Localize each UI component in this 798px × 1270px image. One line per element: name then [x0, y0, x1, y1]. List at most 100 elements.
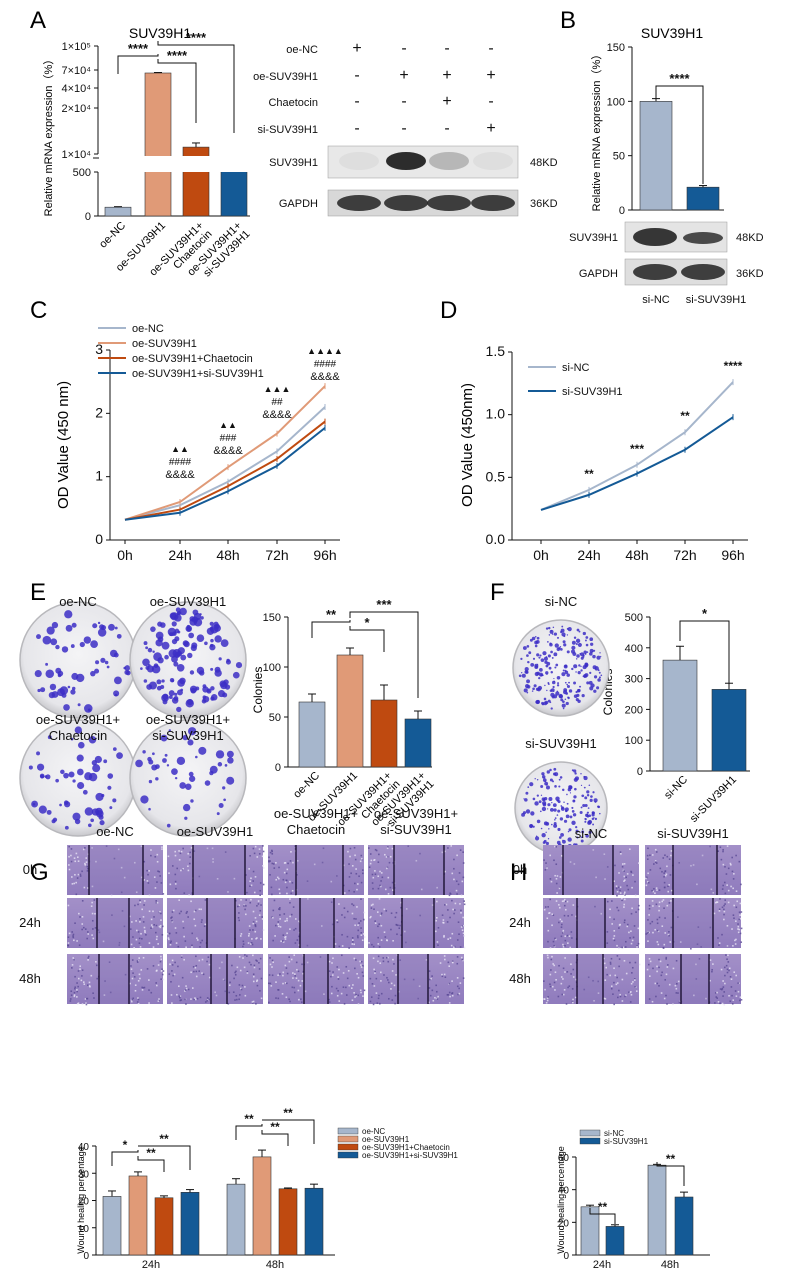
- g-wound-image-cell: [193, 998, 195, 1001]
- g-wound-image-cell: [271, 966, 273, 968]
- f-plate-colony: [573, 664, 578, 669]
- h-wound-image-cell: [655, 887, 658, 889]
- g-wound-image-cell: [132, 972, 134, 974]
- h-wound-image-cell: [556, 875, 559, 877]
- blot-row-label: Chaetocin: [268, 97, 318, 109]
- g-wound-image-cell: [373, 985, 376, 987]
- g-wound-image-cell: [353, 917, 355, 920]
- h-wound-image-cell: [626, 873, 629, 875]
- g-wound-image-cell: [450, 845, 453, 847]
- g-wound-image-cell: [361, 869, 364, 871]
- h-wound-image-cell: [722, 980, 724, 982]
- g-wound-image-cell: [455, 889, 458, 892]
- g-tick-label: 10: [78, 1224, 90, 1235]
- h-wound-image-cell: [722, 863, 725, 866]
- e-plate-colony: [90, 640, 98, 649]
- h-wound-image-cell: [732, 945, 734, 947]
- e-plate-colony: [114, 676, 122, 685]
- g-wound-image-cell: [204, 1001, 207, 1003]
- h-wound-image-cell: [649, 960, 652, 963]
- g-wound-image-cell: [84, 847, 86, 849]
- h-wound-image-cell: [645, 877, 647, 880]
- e-plate-colony: [185, 625, 193, 632]
- h-wound-image-cell: [618, 872, 620, 874]
- g-wound-image-cell: [255, 959, 257, 962]
- g-wound-image-cell: [356, 973, 358, 975]
- e-plate-colony: [174, 776, 178, 780]
- f-plate-colony: [550, 688, 555, 692]
- h-wound-image-cell: [621, 898, 623, 900]
- h-wound-image-cell: [656, 965, 658, 968]
- g-wound-image-cell: [84, 862, 86, 865]
- e-plate-colony: [67, 685, 71, 689]
- g-wound-image-cell: [160, 912, 162, 915]
- g-wound-image-cell: [159, 875, 161, 877]
- g-wound-image-cell: [273, 899, 276, 902]
- g-wound-image-cell: [377, 925, 379, 928]
- h-wound-image-cell: [719, 846, 722, 849]
- g-wound-image-cell: [238, 984, 241, 986]
- h-wound-image-cell: [628, 931, 630, 934]
- h-wound-image-cell: [732, 914, 735, 916]
- f-plate-colony: [550, 670, 554, 674]
- h-wound-image-cell: [558, 906, 561, 909]
- e-plate-colony: [168, 690, 175, 697]
- h-wound-image-cell: [711, 970, 713, 973]
- g-sig-bracket: [111, 1150, 139, 1166]
- d-tick-label: 1.5: [486, 343, 506, 359]
- e-plate-colony: [176, 756, 186, 766]
- g-wound-image-cell: [282, 878, 285, 881]
- g-wound-image-cell: [142, 921, 145, 923]
- g-wound-image-cell: [392, 889, 394, 891]
- h-wound-image-cell: [618, 958, 621, 960]
- h-wound-image-cell: [545, 1001, 548, 1004]
- e-plate-colony: [64, 610, 73, 619]
- f-plate-colony: [576, 689, 581, 693]
- h-wound-image-cell: [730, 885, 732, 888]
- e-plate-colony: [188, 771, 194, 777]
- g-wound-image-cell: [258, 962, 260, 964]
- g-wound-image-cell: [182, 867, 184, 870]
- g-wound-image-cell: [368, 866, 371, 868]
- g-wound-image-cell: [169, 943, 172, 946]
- g-bar: [154, 1197, 174, 1256]
- h-wound-image-cell: [727, 901, 730, 904]
- g-wound-image-cell: [150, 924, 153, 926]
- h-wound-image-cell: [723, 1003, 726, 1006]
- g-wound-image-cell: [448, 965, 451, 967]
- f-plate-colony: [563, 635, 566, 638]
- g-wound-image-cell: [133, 861, 136, 864]
- f-plate-colony: [558, 785, 561, 788]
- g-wound-image-cell: [353, 846, 356, 849]
- g-wound-image-cell: [277, 989, 279, 991]
- g-wound-image-cell: [161, 934, 164, 936]
- g-wound-image-cell: [447, 961, 450, 964]
- g-wound-image-gap: [394, 845, 444, 895]
- f-plate-colony: [573, 636, 577, 639]
- g-wound-image-cell: [139, 977, 141, 980]
- h-wound-image-cell: [723, 918, 725, 921]
- f-plate-colony: [566, 634, 569, 636]
- h-wound-image-cell: [592, 979, 594, 982]
- f-plate-colony: [554, 817, 557, 819]
- b-tick-label: 150: [607, 42, 625, 54]
- g-wound-image-cell: [171, 964, 174, 966]
- g-wound-image-cell: [461, 925, 464, 928]
- g-wound-image-cell: [298, 920, 300, 923]
- h-wound-image-cell: [621, 946, 624, 949]
- g-wound-image-cell: [272, 961, 274, 964]
- g-wound-image-cell: [187, 865, 189, 868]
- f-plate-colony: [538, 676, 541, 680]
- f-plate-colony: [576, 836, 579, 839]
- g-wound-image-cell: [87, 931, 89, 933]
- h-wound-image-cell: [721, 1002, 724, 1005]
- h-wound-image-cell: [609, 974, 611, 977]
- f-plate-colony: [573, 795, 577, 799]
- f-plate-colony: [556, 684, 560, 687]
- g-wound-image-cell: [97, 929, 100, 931]
- f-plate-colony: [553, 652, 558, 657]
- f-plate-colony: [586, 681, 590, 685]
- e-plate-colony: [188, 632, 195, 639]
- e-plate-colony: [223, 798, 226, 802]
- h-wound-image-cell: [665, 973, 668, 976]
